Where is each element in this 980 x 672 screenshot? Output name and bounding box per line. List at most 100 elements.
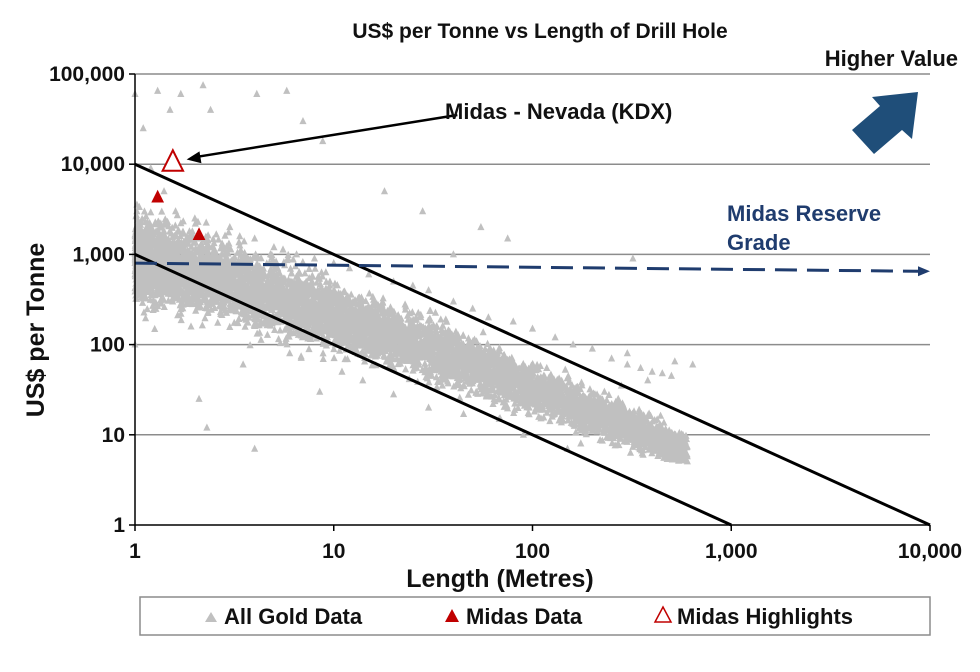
gold-data-point [387,345,395,353]
gold-data-point [319,349,327,357]
gold-data-point [648,449,656,457]
gold-data-point [336,346,344,354]
gold-data-point [309,272,317,280]
gold-data-point [417,310,425,318]
gold-data-point [477,347,485,355]
gold-data-point [297,352,305,360]
gold-data-point [191,219,199,227]
gold-data-point [467,386,475,394]
gold-data-point [212,230,220,238]
gold-data-point [267,318,275,326]
gold-data-point [160,302,168,310]
gold-data-point [378,300,386,308]
gold-data-point [263,330,272,338]
gold-data-point [229,276,237,284]
gold-data-point [568,381,576,389]
gold-data-point [438,325,446,333]
gold-data-point [502,395,510,403]
gold-data-point [171,221,179,229]
gold-data-point [657,411,665,419]
gold-data-point [257,335,265,343]
gold-data-point [421,359,429,367]
gold-data-point [283,255,291,264]
gold-data-point [332,290,341,298]
gold-data-point [138,298,147,306]
gold-data-point [630,407,638,415]
gold-data-point [603,396,611,404]
gold-data-point [495,343,503,352]
gold-data-point [211,303,219,312]
gold-data-point [322,268,330,276]
gold-data-point [426,306,434,314]
gold-data-point [521,362,529,371]
gold-data-point [322,277,330,285]
gold-data-point [242,253,251,261]
gold-data-point [190,238,198,246]
gold-data-point [425,378,433,386]
gold-data-point [491,390,499,398]
gold-data-point [524,408,532,417]
gold-data-point [204,307,212,316]
gold-data-point [241,322,249,330]
gold-data-point [246,341,254,349]
gold-data-point [431,308,440,316]
gold-data-point [241,248,249,257]
gold-data-point [339,288,348,296]
gold-data-point [240,237,248,245]
gold-data-point [286,264,295,272]
gold-data-point [575,389,583,397]
gold-data-point [315,274,324,282]
gold-data-point [635,443,643,451]
gold-data-point [322,341,330,349]
gold-data-point [214,318,222,326]
gold-data-point [434,377,442,385]
gold-data-point [290,328,298,337]
gold-data-point [389,363,398,371]
gold-data-point [376,305,384,313]
gold-data-point [225,228,233,236]
gold-data-point [192,306,200,314]
gold-data-point [151,324,159,332]
gold-data-point [137,217,145,225]
gold-data-point [543,363,551,371]
gold-data-point [330,353,338,362]
gold-data-point [177,315,185,324]
gold-data-point [177,304,185,313]
gold-data-point [236,241,244,249]
gold-data-point [546,416,554,425]
gold-data-point [200,295,208,303]
gold-data-point [616,398,624,406]
gold-data-point [433,383,441,391]
gold-data-point [209,234,217,243]
gold-data-point [258,268,266,276]
gold-data-point [330,344,338,353]
gold-data-point [237,246,245,254]
gold-data-point [284,250,292,258]
gold-data-point [253,329,261,337]
gold-data-point [158,238,167,246]
gold-data-point [421,368,429,376]
gold-data-point [305,345,313,353]
gold-data-point [401,305,409,313]
gold-data-point [459,331,467,339]
gold-data-point [616,434,624,442]
gold-data-point [198,241,206,249]
gold-data-point [167,229,175,237]
gold-data-point [202,218,210,226]
gold-data-point [142,314,150,322]
gold-data-point [394,359,402,368]
gold-data-point [387,350,395,358]
gold-data-point [500,402,508,410]
gold-data-point [287,269,296,277]
gold-data-point [557,418,565,426]
gold-data-point [307,334,315,343]
gold-data-point [582,430,590,438]
gold-data-point [529,359,537,368]
gold-data-point [263,276,271,284]
gold-data-point [299,257,307,266]
gold-data-point [292,315,300,324]
gold-data-point [605,390,613,398]
gold-data-point [282,334,290,342]
gold-data-point [271,325,279,333]
